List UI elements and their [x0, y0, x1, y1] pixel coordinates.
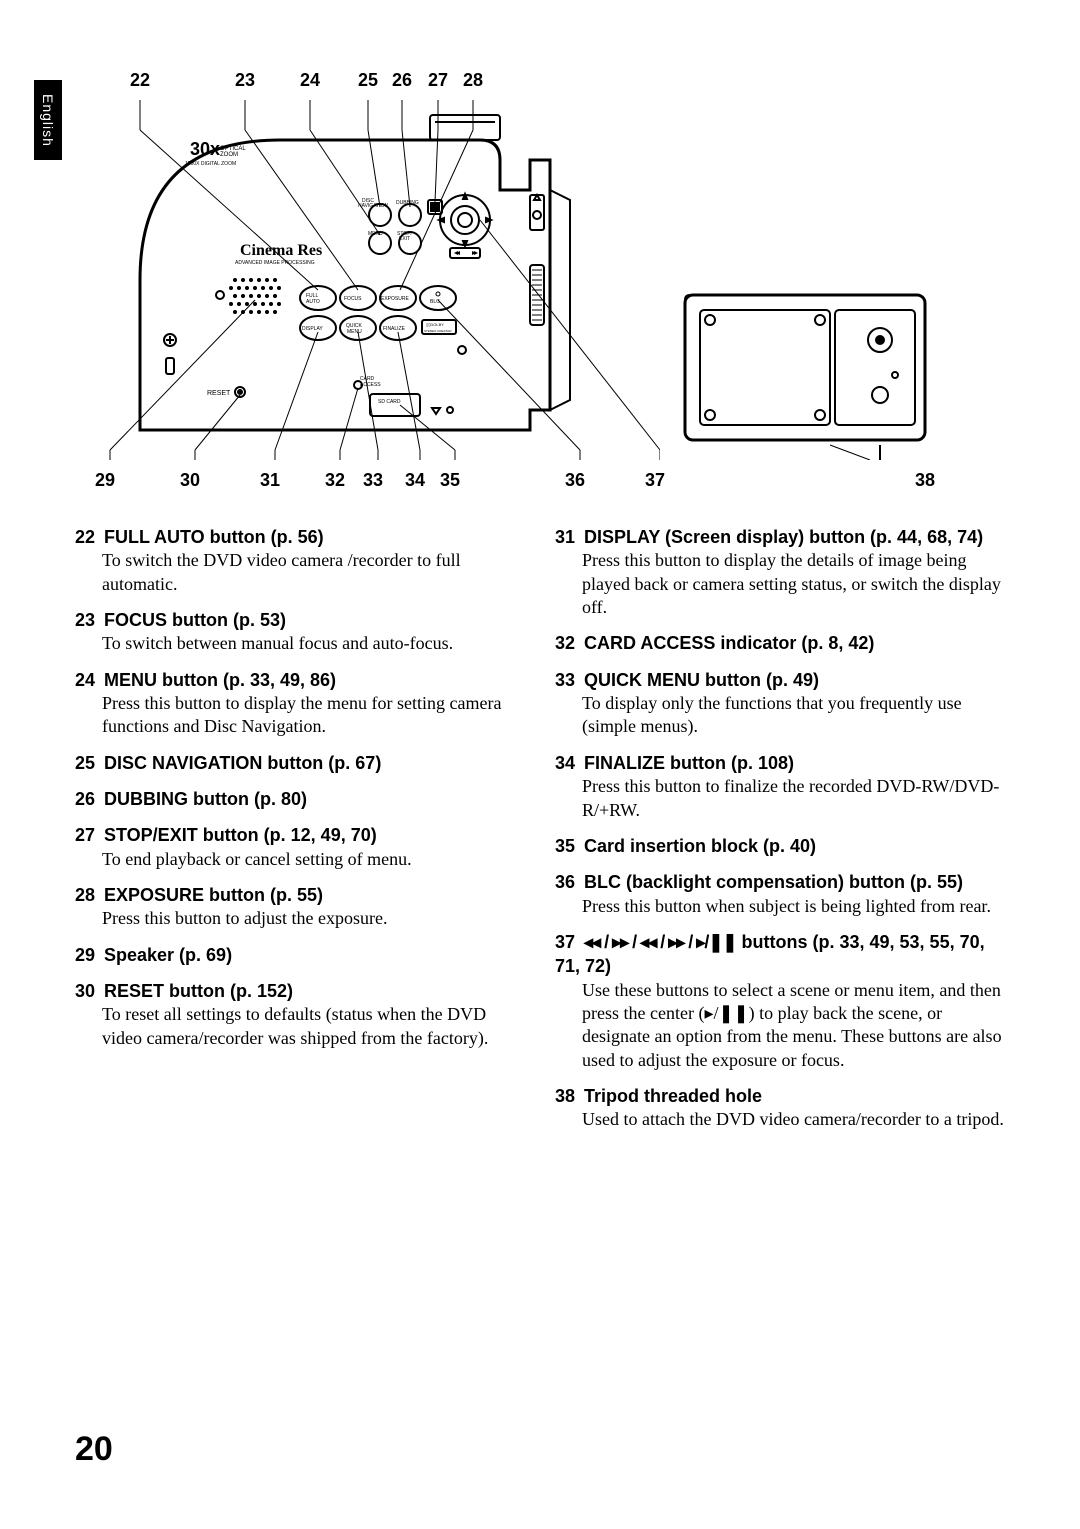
- description-item: 37 ◂◂ / ▸▸ / ◂◂ / ▸▸ / ▸/❚❚ buttons (p. …: [555, 930, 1005, 1072]
- camera-diagram-right: [680, 290, 930, 460]
- svg-text:STEREO CREATOR: STEREO CREATOR: [424, 329, 452, 333]
- callout-number: 28: [463, 70, 483, 91]
- callout-number: 25: [358, 70, 378, 91]
- description-item: 27 STOP/EXIT button (p. 12, 49, 70)To en…: [75, 823, 525, 871]
- item-heading: 32 CARD ACCESS indicator (p. 8, 42): [555, 631, 1005, 655]
- camera-diagram-left: 30x OPTICAL ZOOM 1500X DIGITAL ZOOM DISC…: [100, 100, 660, 460]
- svg-text:BLC: BLC: [430, 299, 440, 305]
- description-item: 30 RESET button (p. 152)To reset all set…: [75, 979, 525, 1050]
- svg-text:ADVANCED IMAGE PROCESSING: ADVANCED IMAGE PROCESSING: [235, 260, 315, 266]
- description-item: 29 Speaker (p. 69): [75, 943, 525, 967]
- item-description: Press this button when subject is being …: [555, 895, 1005, 918]
- description-item: 31 DISPLAY (Screen display) button (p. 4…: [555, 525, 1005, 619]
- item-heading: 33 QUICK MENU button (p. 49): [555, 668, 1005, 692]
- svg-text:DUBBING: DUBBING: [396, 200, 419, 206]
- callout-number: 37: [645, 470, 665, 491]
- svg-text:FINALIZE: FINALIZE: [383, 326, 406, 332]
- item-heading: 31 DISPLAY (Screen display) button (p. 4…: [555, 525, 1005, 549]
- description-item: 34 FINALIZE button (p. 108)Press this bu…: [555, 751, 1005, 822]
- svg-text:30x: 30x: [190, 139, 220, 159]
- description-item: 32 CARD ACCESS indicator (p. 8, 42): [555, 631, 1005, 655]
- description-columns: 22 FULL AUTO button (p. 56)To switch the…: [75, 525, 1005, 1144]
- callout-number: 35: [440, 470, 460, 491]
- callout-number: 29: [95, 470, 115, 491]
- description-item: 26 DUBBING button (p. 80): [75, 787, 525, 811]
- callout-number: 22: [130, 70, 150, 91]
- item-heading: 23 FOCUS button (p. 53): [75, 608, 525, 632]
- svg-text:RESET: RESET: [207, 390, 231, 397]
- description-item: 23 FOCUS button (p. 53)To switch between…: [75, 608, 525, 656]
- item-heading: 27 STOP/EXIT button (p. 12, 49, 70): [75, 823, 525, 847]
- item-heading: 35 Card insertion block (p. 40): [555, 834, 1005, 858]
- callout-number: 36: [565, 470, 585, 491]
- item-description: Use these buttons to select a scene or m…: [555, 979, 1005, 1073]
- svg-text:ACCESS: ACCESS: [360, 382, 381, 388]
- page-number: 20: [75, 1430, 113, 1469]
- item-heading: 29 Speaker (p. 69): [75, 943, 525, 967]
- item-heading: 22 FULL AUTO button (p. 56): [75, 525, 525, 549]
- callout-number: 26: [392, 70, 412, 91]
- svg-text:MENU: MENU: [368, 231, 383, 237]
- item-heading: 26 DUBBING button (p. 80): [75, 787, 525, 811]
- description-item: 22 FULL AUTO button (p. 56)To switch the…: [75, 525, 525, 596]
- callout-number: 27: [428, 70, 448, 91]
- item-description: Press this button to display the details…: [555, 549, 1005, 619]
- callout-number: 38: [915, 470, 935, 491]
- item-description: To switch between manual focus and auto-…: [75, 632, 525, 655]
- callout-number: 24: [300, 70, 320, 91]
- item-heading: 36 BLC (backlight compensation) button (…: [555, 870, 1005, 894]
- item-description: To switch the DVD video camera /recorder…: [75, 549, 525, 596]
- callout-number: 33: [363, 470, 383, 491]
- item-description: To end playback or cancel setting of men…: [75, 848, 525, 871]
- item-heading: 38 Tripod threaded hole: [555, 1084, 1005, 1108]
- item-description: To reset all settings to defaults (statu…: [75, 1003, 525, 1050]
- callout-number: 31: [260, 470, 280, 491]
- description-item: 35 Card insertion block (p. 40): [555, 834, 1005, 858]
- svg-text:DISPLAY: DISPLAY: [302, 326, 323, 332]
- callout-number: 34: [405, 470, 425, 491]
- item-heading: 30 RESET button (p. 152): [75, 979, 525, 1003]
- svg-text:▯▯DOLBY: ▯▯DOLBY: [426, 322, 444, 327]
- callout-number: 23: [235, 70, 255, 91]
- item-heading: 37 ◂◂ / ▸▸ / ◂◂ / ▸▸ / ▸/❚❚ buttons (p. …: [555, 930, 1005, 979]
- description-item: 38 Tripod threaded holeUsed to attach th…: [555, 1084, 1005, 1132]
- item-description: Press this button to adjust the exposure…: [75, 907, 525, 930]
- svg-text:EXPOSURE: EXPOSURE: [381, 296, 409, 302]
- description-item: 28 EXPOSURE button (p. 55)Press this but…: [75, 883, 525, 931]
- svg-text:EXIT: EXIT: [399, 236, 410, 242]
- item-description: Press this button to display the menu fo…: [75, 692, 525, 739]
- item-description: Used to attach the DVD video camera/reco…: [555, 1108, 1005, 1131]
- item-description: To display only the functions that you f…: [555, 692, 1005, 739]
- right-column: 31 DISPLAY (Screen display) button (p. 4…: [555, 525, 1005, 1144]
- description-item: 36 BLC (backlight compensation) button (…: [555, 870, 1005, 918]
- item-heading: 25 DISC NAVIGATION button (p. 67): [75, 751, 525, 775]
- item-heading: 28 EXPOSURE button (p. 55): [75, 883, 525, 907]
- description-item: 33 QUICK MENU button (p. 49)To display o…: [555, 668, 1005, 739]
- callout-number: 30: [180, 470, 200, 491]
- left-column: 22 FULL AUTO button (p. 56)To switch the…: [75, 525, 525, 1144]
- description-item: 25 DISC NAVIGATION button (p. 67): [75, 751, 525, 775]
- language-tab: English: [34, 80, 62, 160]
- svg-text:ZOOM: ZOOM: [220, 152, 238, 158]
- svg-text:MENU: MENU: [347, 329, 362, 335]
- svg-text:AUTO: AUTO: [306, 299, 320, 305]
- svg-text:1500X DIGITAL ZOOM: 1500X DIGITAL ZOOM: [185, 161, 236, 167]
- item-description: Press this button to finalize the record…: [555, 775, 1005, 822]
- description-item: 24 MENU button (p. 33, 49, 86)Press this…: [75, 668, 525, 739]
- item-heading: 34 FINALIZE button (p. 108): [555, 751, 1005, 775]
- callout-number: 32: [325, 470, 345, 491]
- svg-text:SD CARD: SD CARD: [378, 399, 401, 405]
- item-heading: 24 MENU button (p. 33, 49, 86): [75, 668, 525, 692]
- svg-text:FOCUS: FOCUS: [344, 296, 362, 302]
